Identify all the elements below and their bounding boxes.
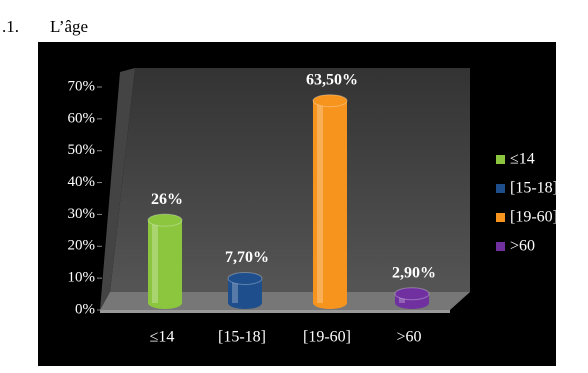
- heading-title: L’âge: [50, 17, 88, 36]
- bar-part: [227, 271, 263, 285]
- bar-part: [394, 287, 430, 301]
- legend-swatch: [496, 242, 505, 251]
- data-label: 2,90%: [392, 264, 436, 281]
- side-wall: [100, 68, 135, 310]
- bar-part: [317, 100, 323, 303]
- y-tick-label: 40%: [68, 174, 96, 190]
- legend-label: >60: [510, 238, 535, 255]
- x-tick-label: [19-60]: [303, 329, 351, 346]
- x-tick-label: ≤14: [150, 329, 175, 346]
- y-tick-label: 10%: [68, 270, 96, 286]
- bar-part: [152, 220, 158, 303]
- y-tick-label: 50%: [68, 142, 96, 158]
- legend-label: ≤14: [510, 151, 535, 168]
- y-tick-label: 70%: [68, 78, 96, 94]
- heading-number: .1.: [2, 17, 19, 36]
- bar: [312, 94, 348, 309]
- y-tick-label: 30%: [68, 206, 96, 222]
- bar: [394, 287, 430, 309]
- y-tick-label: 0%: [75, 301, 95, 317]
- bar-part: [148, 220, 182, 303]
- y-tick-label: 20%: [68, 238, 96, 254]
- data-label: 7,70%: [225, 249, 269, 266]
- back-wall: [110, 68, 470, 292]
- bar: [147, 213, 183, 309]
- legend-label: [19-60]: [510, 209, 558, 226]
- data-label: 63,50%: [306, 71, 358, 88]
- x-tick-label: [15-18]: [218, 329, 266, 346]
- y-tick-label: 60%: [68, 110, 96, 126]
- bar: [227, 271, 263, 309]
- legend-label: [15-18]: [510, 180, 558, 197]
- bar-part: [313, 100, 347, 303]
- floor: [100, 292, 470, 310]
- bar-part: [147, 213, 183, 227]
- legend-swatch: [496, 213, 505, 222]
- data-label: 26%: [151, 191, 183, 208]
- legend-swatch: [496, 184, 505, 193]
- x-tick-label: >60: [396, 329, 421, 346]
- bar-part: [312, 94, 348, 108]
- legend-swatch: [496, 155, 505, 164]
- bar-part: [232, 278, 238, 303]
- floor-edge: [100, 310, 450, 313]
